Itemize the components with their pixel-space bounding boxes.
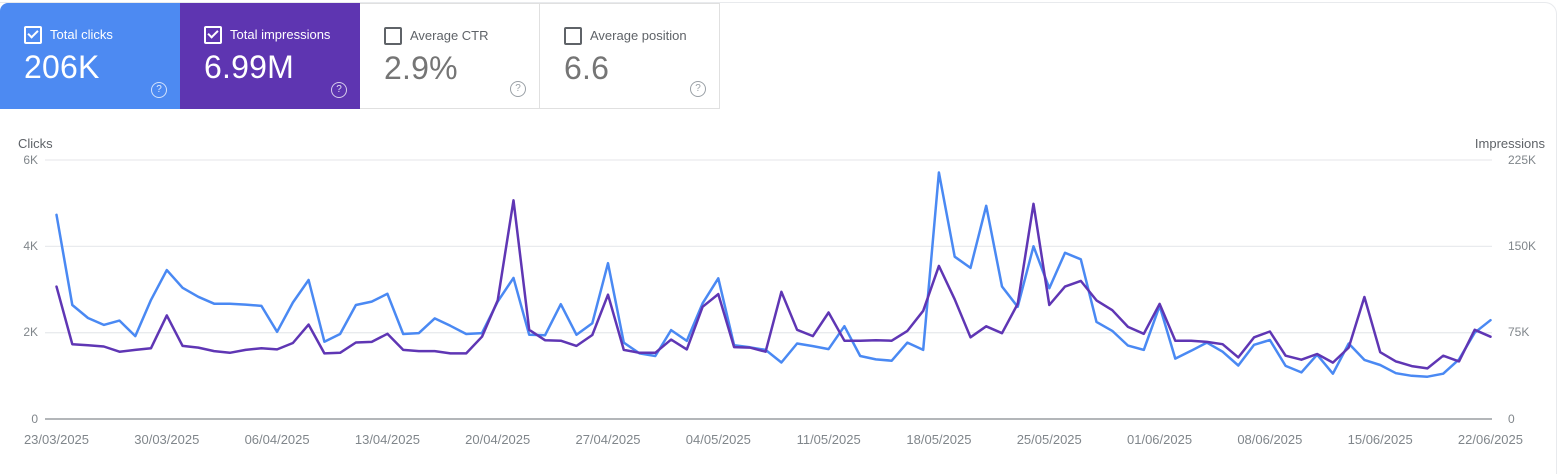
y-axis-tick: 0 <box>1508 411 1515 426</box>
average-position-label: Average position <box>590 28 687 43</box>
x-axis-date-label: 22/06/2025 <box>1457 432 1523 447</box>
average-ctr-checkbox[interactable] <box>384 27 402 45</box>
y-axis-tick: 4K <box>23 238 38 253</box>
help-icon[interactable]: ? <box>510 81 526 97</box>
y-axis-tick: 225K <box>1508 152 1537 167</box>
card-total-clicks[interactable]: Total clicks 206K ? <box>0 3 180 109</box>
average-ctr-label: Average CTR <box>410 28 489 43</box>
x-axis-date-label: 15/06/2025 <box>1347 432 1413 447</box>
total-clicks-label: Total clicks <box>50 27 113 42</box>
total-clicks-value: 206K <box>24 49 100 85</box>
x-axis-date-label: 01/06/2025 <box>1127 432 1193 447</box>
right-axis-title: Impressions <box>1474 136 1545 151</box>
average-position-checkbox[interactable] <box>564 27 582 45</box>
help-icon[interactable]: ? <box>690 81 706 97</box>
x-axis-date-label: 13/04/2025 <box>354 432 420 447</box>
y-axis-tick: 150K <box>1508 238 1537 253</box>
x-axis-date-label: 20/04/2025 <box>465 432 531 447</box>
help-icon[interactable]: ? <box>331 82 347 98</box>
x-axis-date-label: 06/04/2025 <box>244 432 310 447</box>
card-average-ctr[interactable]: Average CTR 2.9% ? <box>360 3 540 109</box>
x-axis-date-label: 11/05/2025 <box>796 432 861 447</box>
total-impressions-value: 6.99M <box>204 49 294 85</box>
total-impressions-checkbox[interactable] <box>204 26 222 44</box>
average-position-value: 6.6 <box>564 50 610 86</box>
y-axis-tick: 6K <box>23 152 38 167</box>
total-impressions-label: Total impressions <box>230 27 331 42</box>
x-axis-date-label: 08/06/2025 <box>1237 432 1303 447</box>
x-axis-date-label: 23/03/2025 <box>23 432 90 447</box>
chart-plot-area[interactable] <box>45 152 1492 419</box>
total-clicks-checkbox[interactable] <box>24 26 42 44</box>
x-axis-date-label: 30/03/2025 <box>134 432 200 447</box>
y-axis-tick: 2K <box>23 325 38 340</box>
x-axis-date-label: 25/05/2025 <box>1016 432 1082 447</box>
average-ctr-value: 2.9% <box>384 50 458 86</box>
y-axis-tick: 75K <box>1508 325 1530 340</box>
card-total-impressions[interactable]: Total impressions 6.99M ? <box>180 3 360 109</box>
card-average-position[interactable]: Average position 6.6 ? <box>540 3 720 109</box>
left-axis-title: Clicks <box>18 136 53 151</box>
help-icon[interactable]: ? <box>151 82 167 98</box>
y-axis-tick: 0 <box>31 411 38 426</box>
x-axis-date-label: 04/05/2025 <box>685 432 751 447</box>
x-axis-date-label: 27/04/2025 <box>575 432 641 447</box>
x-axis-date-label: 18/05/2025 <box>906 432 972 447</box>
